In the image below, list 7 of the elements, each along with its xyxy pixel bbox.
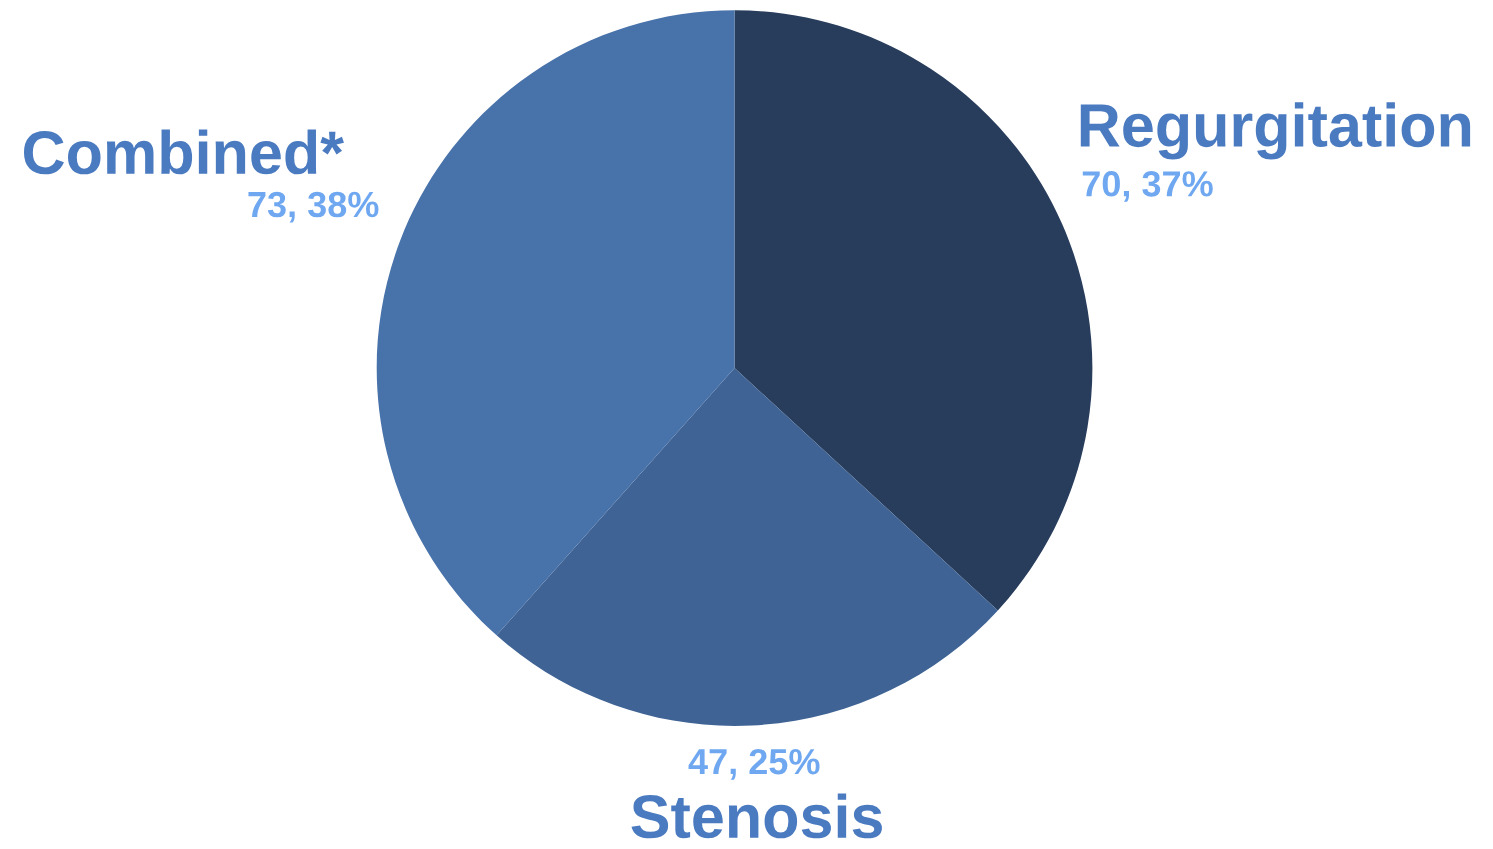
data-label: 73, 38% [248,191,379,223]
slice-label: Stenosis [631,793,882,839]
pie-slice [496,368,998,726]
data-label: 47, 25% [688,748,820,780]
slice-label: Combined* [23,129,344,175]
data-label: 70, 37% [1082,171,1213,202]
slice-label: Regurgitation [1080,102,1471,160]
